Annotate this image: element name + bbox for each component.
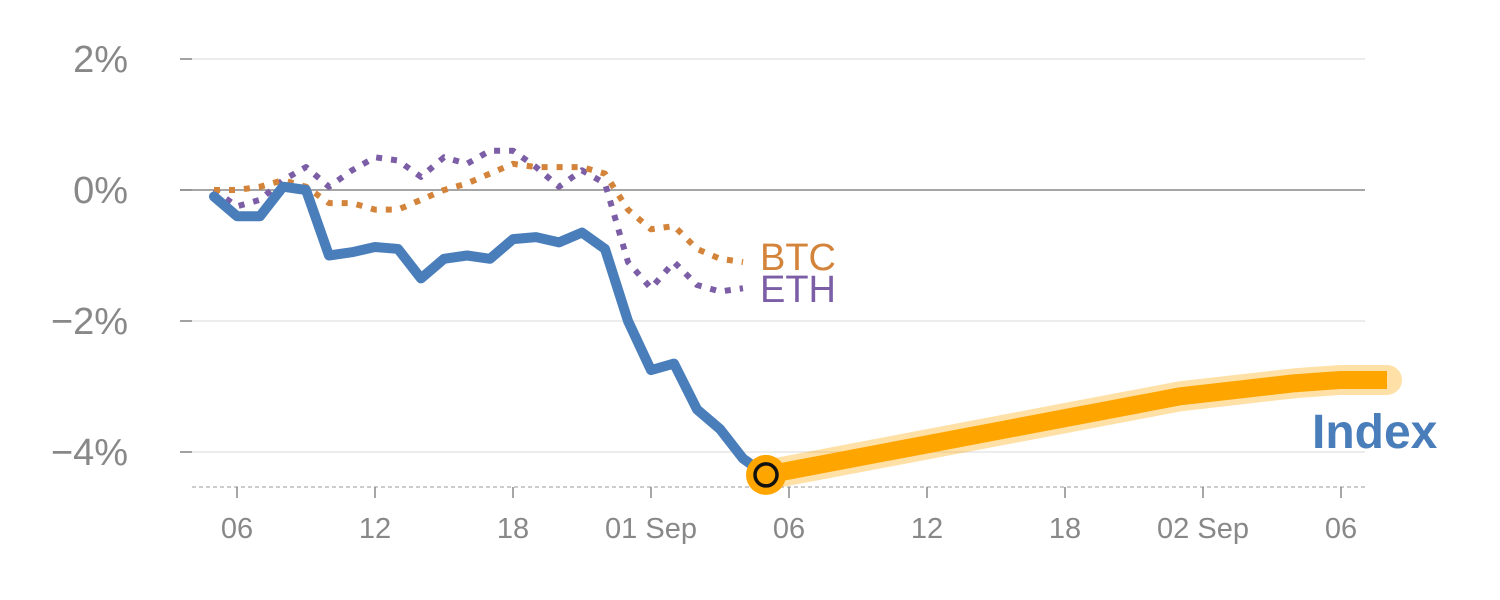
y-tick-label: 0% [73, 170, 128, 212]
x-tick-label: 02 Sep [1157, 513, 1249, 545]
series-line-eth [212, 147, 744, 295]
series-line-btc [214, 160, 744, 266]
marker-point [753, 462, 779, 488]
x-tick-label: 12 [359, 513, 391, 545]
y-tick-label: 2% [73, 39, 128, 81]
grid-layer [180, 58, 1365, 453]
series-label-eth: ETH [760, 269, 836, 311]
x-tick-label: 06 [1325, 513, 1357, 545]
x-tick-label: 18 [497, 513, 529, 545]
x-tick-label: 01 Sep [605, 513, 697, 545]
y-tick-label: −2% [51, 301, 128, 343]
x-tick-label: 06 [221, 513, 253, 545]
axis-layer: 2% 0% −2% −4% 06 12 18 01 Sep 06 12 18 02 Sep 06 [51, 39, 1365, 545]
series-layer [209, 147, 1402, 495]
series-label-btc: BTC [760, 237, 836, 279]
series-label-index: Index [1312, 406, 1438, 459]
label-layer: BTC ETH Index [760, 237, 1438, 459]
series-line-projection [764, 370, 1387, 484]
x-tick-label: 12 [911, 513, 943, 545]
y-tick-label: −4% [51, 432, 128, 474]
series-line-index [209, 181, 771, 480]
x-tick-label: 18 [1049, 513, 1081, 545]
x-tick-label: 06 [773, 513, 805, 545]
